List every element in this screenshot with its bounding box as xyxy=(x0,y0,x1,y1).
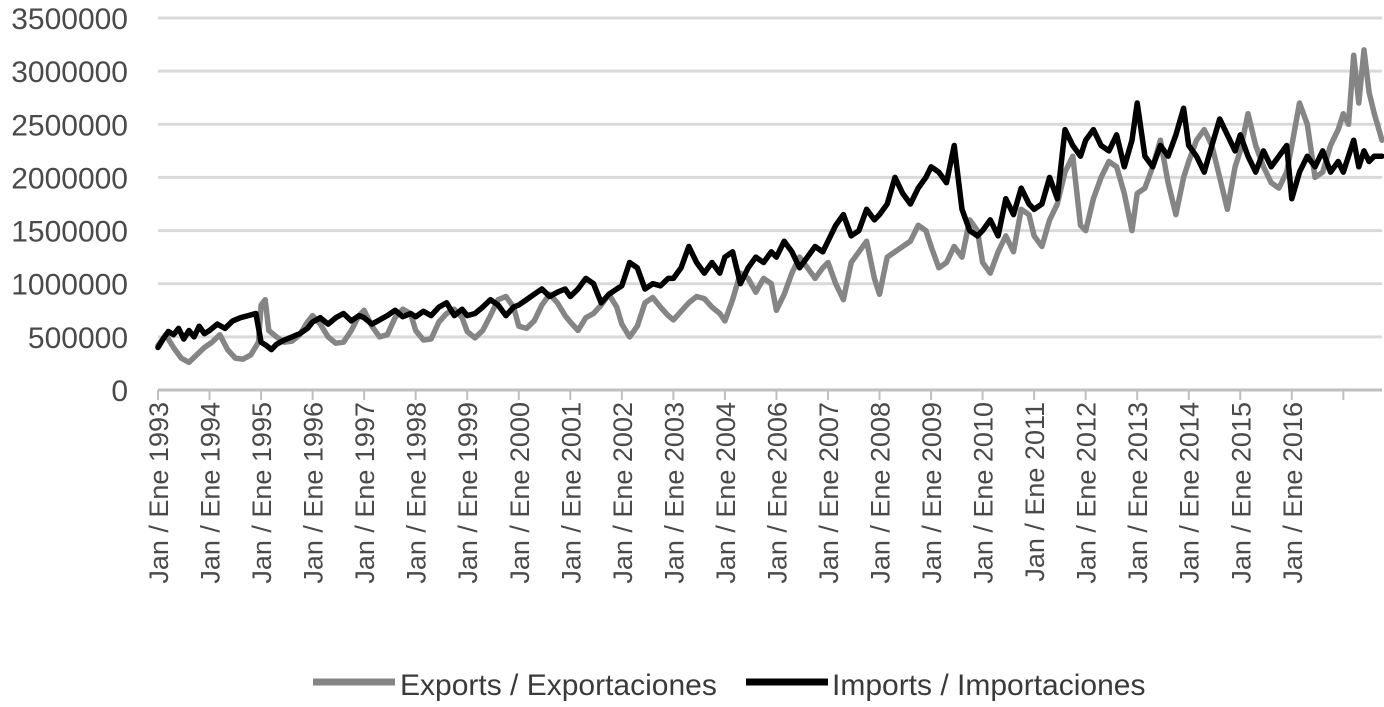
exports-legend-label: Exports / Exportaciones xyxy=(400,669,717,702)
x-tick-label: Jan / Ene 2007 xyxy=(814,402,844,584)
x-tick-label: Jan / Ene 2009 xyxy=(917,402,947,584)
y-axis-tick-labels: 0 500000 1000000 1500000 2000000 2500000 30000… xyxy=(11,3,128,408)
x-tick-label: Jan / Ene 1995 xyxy=(247,402,277,584)
x-tick-label: Jan / Ene 2011 xyxy=(1020,402,1050,582)
x-axis: Jan / Ene 1993 Jan / Ene 1994 Jan / Ene 19… xyxy=(144,388,1382,584)
y-tick-label: 500000 xyxy=(28,322,128,355)
y-tick-label: 0 xyxy=(111,375,128,408)
x-tick-label: Jan / Ene 1996 xyxy=(299,402,329,584)
x-tick-label: Jan / Ene 1993 xyxy=(144,402,174,584)
x-tick-label: Jan / Ene 1998 xyxy=(402,402,432,584)
x-tick-label: Jan / Ene 2013 xyxy=(1123,402,1153,584)
y-tick-label: 1500000 xyxy=(11,216,128,249)
x-tick-label: Jan / Ene 2016 xyxy=(1278,402,1308,584)
x-tick-label: Jan / Ene 2012 xyxy=(1072,402,1102,584)
x-tick-label: Jan / Ene 2002 xyxy=(608,402,638,584)
gridlines xyxy=(158,16,1382,339)
x-tick-label: Jan / Ene 2010 xyxy=(969,402,999,584)
x-tick-label: Jan / Ene 2006 xyxy=(762,402,792,584)
x-tick-label: Jan / Ene 2003 xyxy=(659,402,689,584)
x-tick-label: Jan / Ene 2004 xyxy=(711,402,741,584)
x-tick-label: Jan / Ene 1994 xyxy=(196,402,226,584)
x-tick-label: Jan / Ene 1997 xyxy=(350,402,380,584)
x-tick-label: Jan / Ene 2008 xyxy=(866,402,896,584)
y-tick-label: 1000000 xyxy=(11,269,128,302)
imports-legend-label: Imports / Importaciones xyxy=(832,669,1145,702)
x-tick-label: Jan / Ene 1999 xyxy=(453,402,483,584)
y-tick-label: 3000000 xyxy=(11,56,128,89)
x-tick-label: Jan / Ene 2014 xyxy=(1175,402,1205,584)
x-tick-label: Jan / Ene 2000 xyxy=(505,402,535,584)
imports-series-line xyxy=(155,100,1384,353)
y-tick-label: 2500000 xyxy=(11,109,128,142)
x-tick-label: Jan / Ene 2001 xyxy=(556,402,586,584)
series-lines xyxy=(155,47,1384,366)
y-tick-label: 2000000 xyxy=(11,162,128,195)
x-tick-label: Jan / Ene 2015 xyxy=(1226,402,1256,584)
y-tick-label: 3500000 xyxy=(11,3,128,36)
legend: Exports / Exportaciones Imports / Importa… xyxy=(313,669,1145,702)
